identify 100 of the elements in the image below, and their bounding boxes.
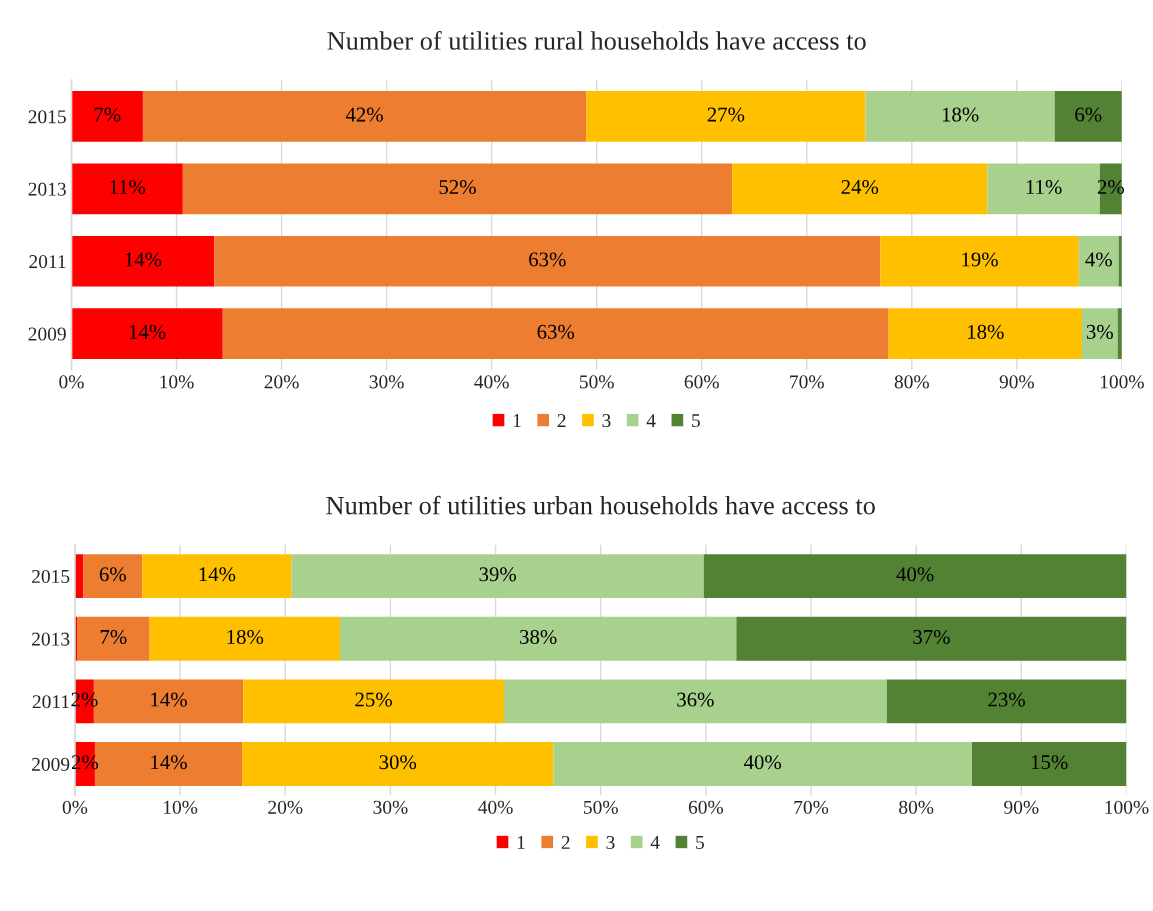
bar (1081, 308, 1118, 359)
bar (243, 679, 504, 724)
x-tick-label: 20% (264, 375, 299, 389)
data-label: 30% (379, 755, 417, 770)
data-label: 15% (1031, 755, 1068, 770)
x-tick-label: 10% (160, 375, 194, 389)
y-tick-label: 2009 (28, 327, 66, 341)
x-tick-label: 60% (688, 800, 724, 814)
data-label: 36% (677, 692, 714, 707)
data-label: 42% (345, 107, 383, 122)
legend-label: 3 (602, 414, 611, 428)
data-label: 7% (100, 629, 127, 645)
bar (971, 742, 1127, 786)
y-tick-label: 2013 (28, 182, 66, 196)
x-tick-label: 70% (794, 800, 829, 814)
bar (142, 91, 587, 142)
data-label: 14% (129, 324, 166, 339)
chart-title: Number of utilities rural households have access to (327, 31, 866, 50)
x-tick-label: 0% (59, 375, 84, 389)
bar (71, 308, 223, 359)
data-label: 18% (227, 629, 264, 645)
bar (71, 91, 143, 142)
bar (142, 554, 292, 599)
data-label: 6% (1075, 107, 1102, 122)
bar (77, 616, 150, 661)
bar (880, 235, 1079, 287)
legend-label: 1 (517, 836, 525, 849)
bar (71, 163, 183, 215)
legend-label: 5 (692, 414, 700, 428)
x-tick-label: 80% (899, 800, 934, 814)
legend-label: 1 (513, 414, 521, 427)
bar (736, 616, 1127, 661)
x-tick-label: 50% (579, 375, 614, 389)
legend-label: 4 (650, 836, 660, 849)
data-label: 11% (110, 179, 146, 195)
x-tick-label: 50% (584, 800, 618, 814)
data-label: 27% (707, 107, 745, 122)
bar (83, 554, 143, 599)
data-label: 39% (479, 567, 517, 582)
bar (886, 679, 1127, 724)
bar (149, 616, 340, 661)
x-tick-label: 80% (894, 375, 929, 389)
x-tick-label: 30% (373, 800, 408, 814)
legend-label: 3 (606, 835, 615, 850)
bar (291, 554, 704, 599)
y-tick-label: 2011 (32, 695, 69, 709)
chart-title: Number of utilities urban households have access to (326, 495, 875, 515)
x-tick-label: 100% (1100, 375, 1144, 389)
x-tick-label: 40% (478, 800, 513, 814)
legend-label: 5 (696, 836, 704, 850)
x-tick-label: 30% (369, 375, 404, 389)
bar (71, 235, 215, 287)
x-tick-label: 40% (474, 375, 509, 389)
x-tick-label: 10% (163, 800, 198, 814)
bar (1078, 235, 1119, 287)
data-label: 11% (1026, 179, 1062, 195)
y-tick-label: 2011 (29, 255, 66, 269)
data-label: 6% (99, 567, 126, 582)
data-label: 23% (988, 692, 1025, 707)
bar (888, 308, 1082, 359)
y-tick-label: 2015 (28, 110, 66, 124)
data-label: 25% (355, 692, 392, 707)
data-label: 63% (537, 324, 575, 339)
legend-label: 4 (646, 414, 656, 427)
data-label: 14% (125, 252, 162, 267)
data-label: 18% (968, 324, 1004, 339)
y-tick-label: 2015 (32, 569, 70, 584)
data-label: 40% (896, 567, 934, 582)
bar (339, 616, 737, 661)
data-label: 3% (1086, 324, 1113, 339)
bar (732, 163, 988, 215)
data-label: 14% (199, 567, 236, 582)
x-tick-label: 60% (684, 375, 719, 389)
x-tick-label: 20% (268, 800, 303, 814)
data-label: 37% (913, 629, 950, 645)
x-tick-label: 90% (1004, 800, 1039, 814)
bar (182, 163, 733, 215)
data-label: 24% (841, 179, 879, 195)
bar (553, 742, 972, 786)
x-tick-label: 90% (999, 375, 1034, 389)
data-label: 19% (962, 252, 998, 267)
x-tick-label: 100% (1105, 800, 1149, 814)
legend-label: 2 (557, 414, 566, 427)
bar (1054, 91, 1122, 142)
data-label: 14% (151, 755, 187, 770)
data-label: 40% (743, 755, 782, 770)
bar (222, 308, 889, 359)
y-tick-label: 2013 (32, 632, 70, 646)
data-label: 63% (529, 252, 566, 267)
legend-label: 2 (561, 835, 570, 849)
bar (987, 163, 1100, 215)
bar (865, 91, 1055, 142)
data-label: 18% (942, 107, 979, 122)
bar (503, 679, 887, 724)
x-tick-label: 0% (62, 800, 88, 814)
bar (242, 742, 554, 786)
bar (586, 91, 866, 142)
data-label: 14% (151, 692, 187, 707)
data-label: 4% (1085, 252, 1112, 267)
x-tick-label: 70% (790, 375, 824, 389)
